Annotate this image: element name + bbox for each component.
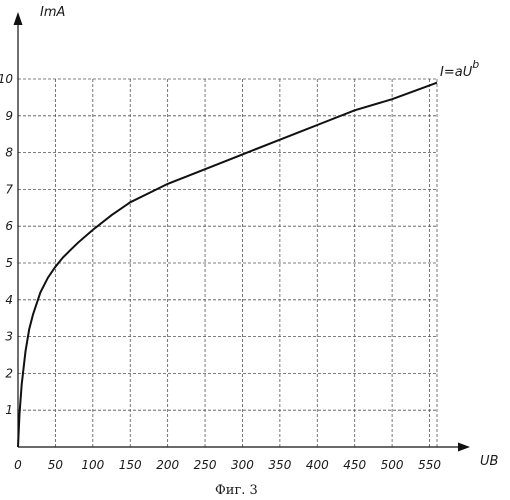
x-tick-label: 300: [231, 458, 254, 472]
x-tick-label: 250: [194, 458, 217, 472]
y-tick-label: 7: [5, 182, 13, 196]
x-tick-label: 0: [14, 458, 22, 472]
x-tick-label: 200: [156, 458, 179, 472]
y-tick-label: 6: [5, 219, 13, 233]
series-line: [18, 83, 437, 447]
tick-labels: 0 50 100 150 200 250 300 350 400 450 500 550 1 2 3 4 5 6 7…: [0, 72, 441, 472]
y-tick-label: 8: [5, 146, 13, 160]
x-tick-label: 450: [343, 458, 366, 472]
y-axis-label: ImA: [40, 5, 65, 20]
x-tick-label: 400: [306, 458, 329, 472]
formula-annotation: I=aUb: [440, 58, 479, 80]
x-tick-label: 550: [418, 458, 441, 472]
formula-exponent: b: [472, 58, 479, 71]
x-tick-label: 100: [81, 458, 104, 472]
grid: [18, 79, 437, 447]
axes: [14, 12, 471, 452]
y-tick-label: 9: [5, 109, 13, 123]
x-axis-label: UB: [480, 454, 499, 469]
y-tick-label: 1: [5, 403, 13, 417]
x-tick-label: 350: [268, 458, 291, 472]
y-tick-label: 3: [5, 330, 13, 344]
x-tick-label: 50: [48, 458, 64, 472]
y-axis-arrow: [14, 12, 23, 25]
y-tick-label: 5: [5, 256, 13, 270]
formula-main: I=aU: [440, 65, 473, 80]
x-tick-label: 150: [119, 458, 142, 472]
figure-caption: Фиг. 3: [215, 483, 258, 498]
y-tick-label: 4: [5, 293, 13, 307]
y-tick-label: 10: [0, 72, 13, 86]
y-tick-label: 2: [5, 366, 13, 380]
x-tick-label: 500: [381, 458, 404, 472]
x-axis-arrow: [458, 443, 470, 452]
